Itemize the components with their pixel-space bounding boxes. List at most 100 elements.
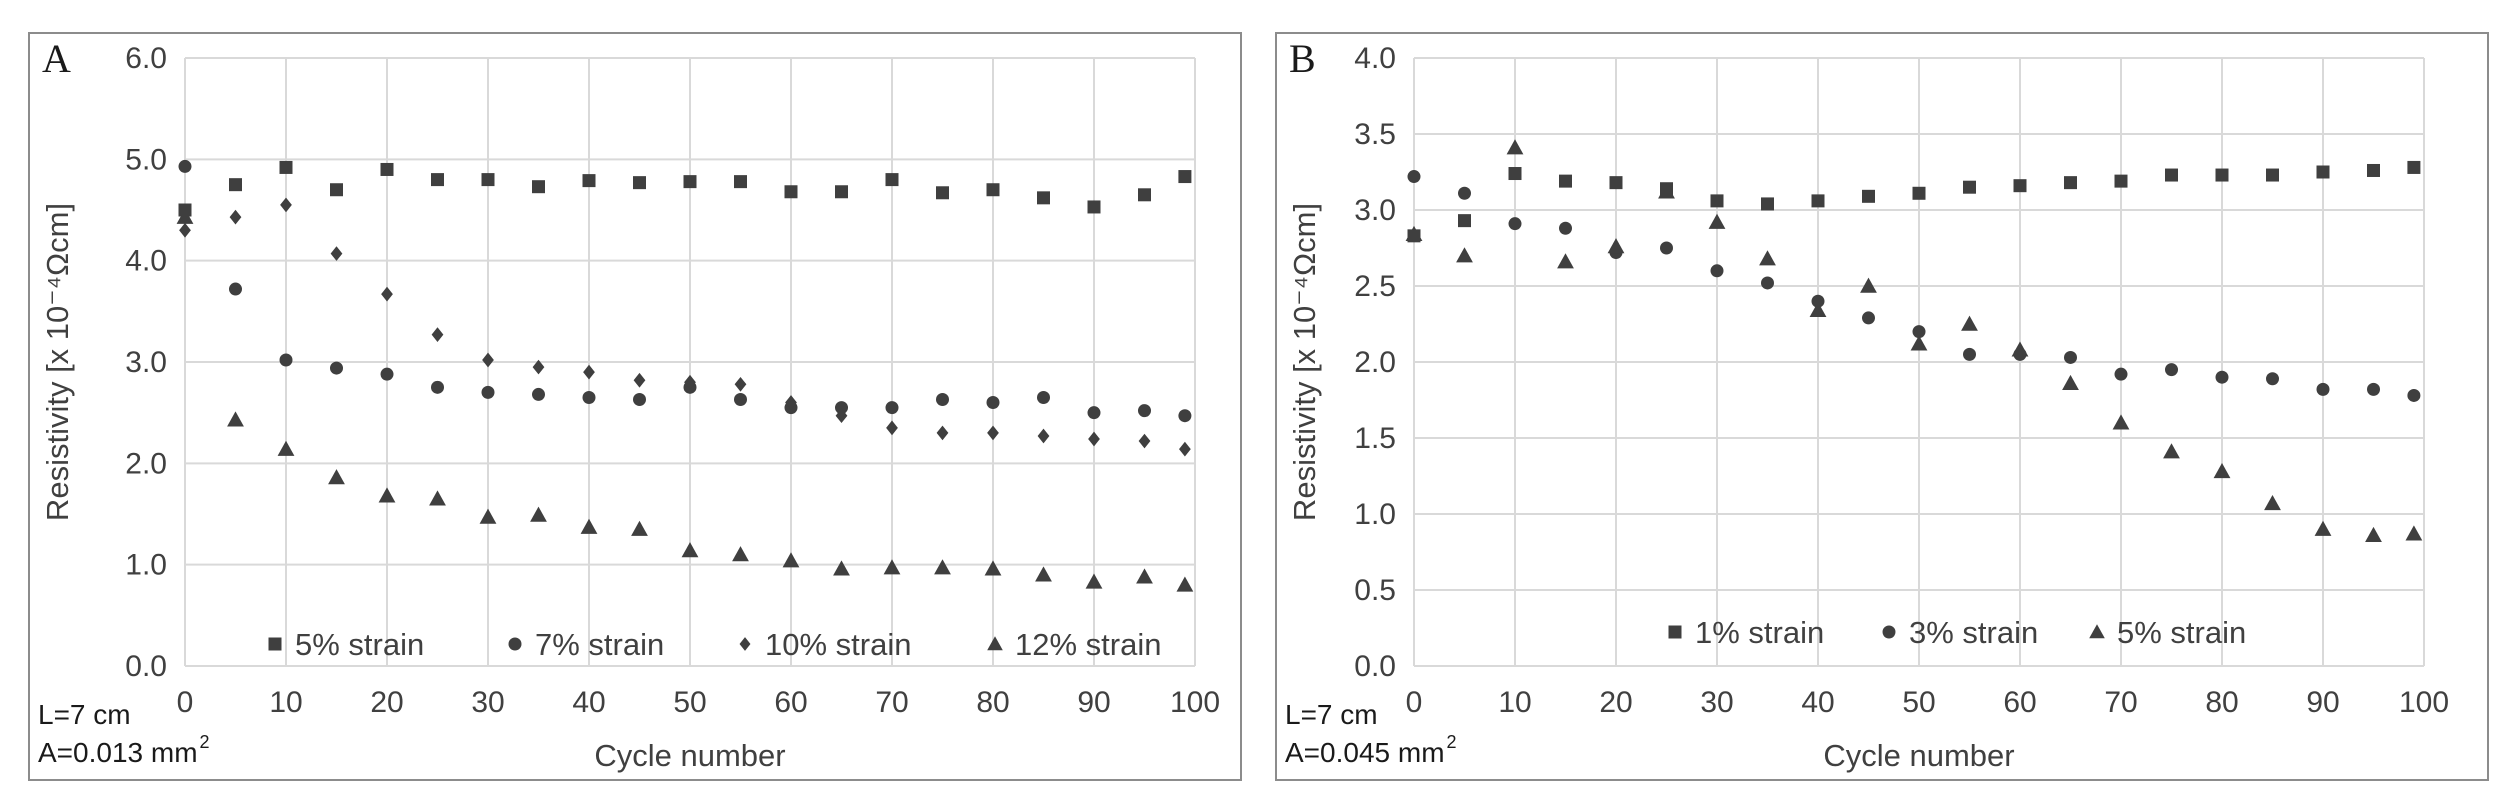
data-point-triangle <box>1809 301 1827 318</box>
data-point-triangle <box>479 508 497 524</box>
data-point-diamond <box>886 420 898 436</box>
y-tick-label: 1.0 <box>125 549 167 582</box>
data-point-circle <box>1761 276 1774 290</box>
data-point-diamond <box>229 209 242 225</box>
chart-panel-b: 0.0 0.5 1.0 1.5 2.0 2.5 3.0 3.5 4.0 0 10 20 30 40 50 60… <box>1275 32 2489 781</box>
data-point-square <box>431 173 444 187</box>
data-point-triangle <box>1405 225 1423 242</box>
data-point-triangle <box>1506 139 1524 155</box>
data-point-triangle <box>328 469 345 485</box>
data-point-square <box>2013 179 2027 193</box>
data-point-square <box>1710 194 1724 208</box>
x-tick-label: 30 <box>471 686 504 719</box>
y-axis-title: Resistivity [x 10⁻⁴Ωcm] <box>1287 203 1322 521</box>
x-tick-label: 10 <box>1498 686 1531 719</box>
data-point-square <box>1963 180 1976 194</box>
legend-marker-triangle <box>987 636 1003 651</box>
data-point-triangle <box>1035 566 1052 582</box>
x-tick-label: 90 <box>1077 686 1110 719</box>
data-point-triangle <box>2314 520 2332 536</box>
data-point-square <box>279 160 293 174</box>
y-tick-label: 3.5 <box>1354 118 1396 151</box>
data-point-square <box>633 176 646 190</box>
data-point-circle <box>178 159 192 173</box>
y-tick-label: 6.0 <box>125 42 167 75</box>
data-point-diamond <box>179 222 191 238</box>
length-note: L=7 cm <box>38 699 131 730</box>
data-point-diamond <box>785 395 797 410</box>
data-point-triangle <box>1607 238 1625 254</box>
y-tick-label: 0.0 <box>125 650 167 683</box>
data-point-circle <box>481 385 495 399</box>
data-point-square <box>1458 214 1471 228</box>
data-point-triangle <box>883 559 901 575</box>
data-point-circle <box>2114 367 2128 381</box>
data-point-diamond <box>684 374 696 390</box>
data-point-circle <box>1037 390 1050 404</box>
data-point-circle <box>1178 409 1192 423</box>
chart-b-svg: 0.0 0.5 1.0 1.5 2.0 2.5 3.0 3.5 4.0 0 10 20 30 40 50 60… <box>1285 36 2449 773</box>
data-point-triangle <box>1085 573 1103 589</box>
data-point-square <box>2114 174 2128 188</box>
x-tick-label: 20 <box>370 686 403 719</box>
data-point-square <box>1609 176 1623 190</box>
data-point-diamond <box>734 376 747 392</box>
y-tick-label: 3.0 <box>1354 194 1396 227</box>
legend-marker-triangle <box>2089 624 2105 639</box>
data-point-triangle <box>2365 526 2382 542</box>
data-point-circle <box>2407 388 2421 402</box>
data-point-circle <box>380 367 394 381</box>
data-point-diamond <box>936 425 949 441</box>
data-point-circle <box>2165 363 2178 377</box>
data-point-circle <box>532 387 545 401</box>
data-point-circle <box>986 396 1000 410</box>
data-point-square <box>330 183 343 197</box>
y-tick-label: 0.5 <box>1354 574 1396 607</box>
legend-marker-circle <box>1882 625 1896 639</box>
legend-label: 3% strain <box>1909 615 2038 650</box>
data-point-square <box>229 178 242 192</box>
data-point-triangle <box>429 490 446 506</box>
x-tick-label: 0 <box>1406 686 1423 719</box>
area-note-superscript: 2 <box>200 732 210 752</box>
data-point-square <box>1037 191 1050 205</box>
area-note-superscript: 2 <box>1447 732 1457 752</box>
data-point-diamond <box>431 327 444 342</box>
data-point-circle <box>936 392 949 406</box>
area-note: A=0.045 mm <box>1285 737 1445 768</box>
data-point-circle <box>734 392 747 406</box>
legend-marker-circle <box>508 637 522 651</box>
data-point-circle <box>885 401 899 415</box>
data-point-square <box>1559 174 1572 188</box>
x-tick-label: 60 <box>774 686 807 719</box>
data-point-square <box>784 185 798 199</box>
data-point-diamond <box>1138 433 1151 449</box>
x-tick-label: 100 <box>1170 686 1220 719</box>
x-tick-label: 40 <box>1801 686 1834 719</box>
data-point-square <box>2215 168 2229 182</box>
data-point-square <box>986 183 1000 197</box>
data-point-triangle <box>782 552 800 568</box>
data-point-triangle <box>2213 463 2231 479</box>
data-point-triangle <box>1136 568 1153 584</box>
data-point-diamond <box>987 425 999 441</box>
panel-label: B <box>1289 36 1316 81</box>
x-tick-label: 70 <box>2104 686 2137 719</box>
data-point-square <box>1138 188 1151 202</box>
x-tick-label: 30 <box>1700 686 1733 719</box>
data-point-circle <box>2215 370 2229 384</box>
y-tick-label: 1.0 <box>1354 498 1396 531</box>
data-point-triangle <box>1759 250 1776 266</box>
data-point-circle <box>229 282 242 296</box>
chart-panel-a: 0.0 1.0 2.0 3.0 4.0 5.0 6.0 0 10 20 30 40 50 60 70 80 90… <box>28 32 1242 781</box>
data-point-square <box>2367 163 2380 177</box>
data-point-triangle <box>984 560 1002 576</box>
data-point-circle <box>633 392 646 406</box>
x-axis-title: Cycle number <box>594 738 785 773</box>
data-point-circle <box>582 390 596 404</box>
data-point-triangle <box>2163 443 2180 459</box>
data-point-diamond <box>633 372 646 388</box>
data-point-square <box>380 162 394 176</box>
y-tick-label: 3.0 <box>125 346 167 379</box>
data-point-circle <box>1912 325 1926 339</box>
